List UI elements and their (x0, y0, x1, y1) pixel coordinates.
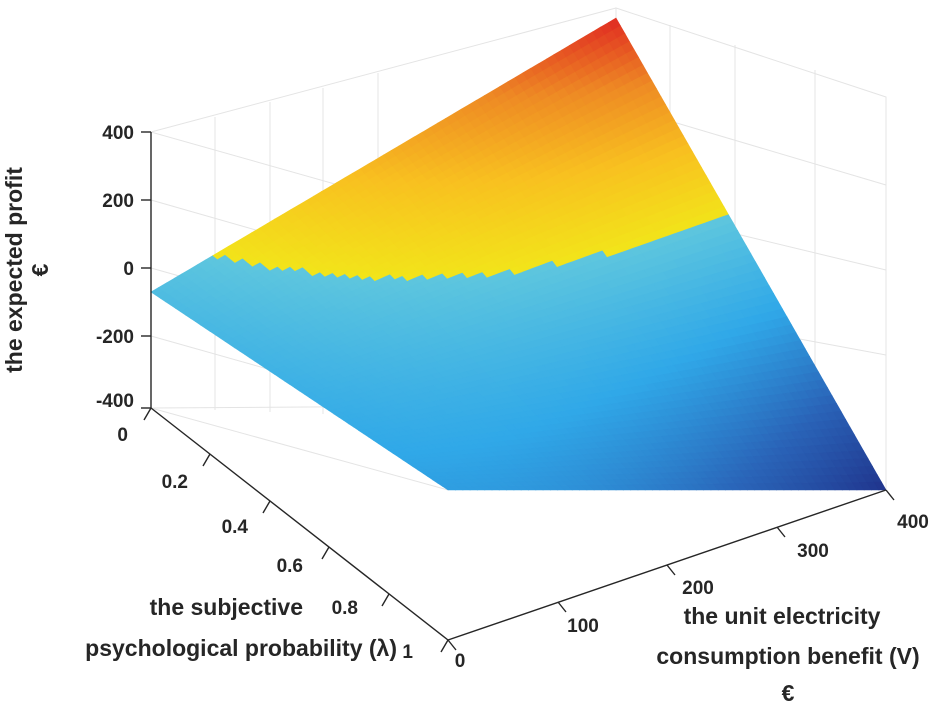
y-tick-labels: 0 0.2 0.4 0.6 0.8 1 (117, 425, 413, 663)
x-axis-label-line2: consumption benefit (V) (656, 643, 919, 669)
y-tick-label: 0.8 (332, 598, 358, 619)
x-tick-label: 400 (897, 512, 929, 533)
y-tick-label: 0.6 (277, 556, 303, 577)
x-tick-label: 100 (567, 616, 599, 637)
x-tick-label: 200 (682, 578, 714, 599)
x-tick-label: 300 (797, 541, 829, 562)
z-tick-labels: 400 200 0 -200 -400 (96, 123, 134, 412)
z-tick-label: -200 (96, 327, 134, 348)
y-tick-label: 0 (117, 425, 128, 446)
x-axis-label: the unit electricity consumption benefit… (656, 603, 919, 706)
z-axis-label-line2: € (27, 263, 53, 276)
profit-surface (150, 17, 887, 491)
x-axis-label-line3: € (782, 680, 795, 706)
y-tick-label: 0.2 (162, 472, 188, 493)
x-axis-label-line1: the unit electricity (684, 603, 881, 629)
y-axis-label-line2: psychological probability (λ) (85, 635, 397, 661)
z-tick-label: -400 (96, 391, 134, 412)
y-tick-label: 0.4 (222, 517, 249, 538)
z-tick-label: 400 (102, 123, 134, 144)
y-tick-label: 1 (402, 642, 413, 663)
z-tick-label: 200 (102, 191, 134, 212)
y-axis-label-line1: the subjective (150, 594, 303, 620)
x-tick-label: 0 (455, 651, 466, 672)
z-axis-label-line1: the expected profit (1, 167, 27, 373)
z-axis-label: the expected profit € (1, 167, 53, 373)
z-tick-label: 0 (123, 259, 134, 280)
